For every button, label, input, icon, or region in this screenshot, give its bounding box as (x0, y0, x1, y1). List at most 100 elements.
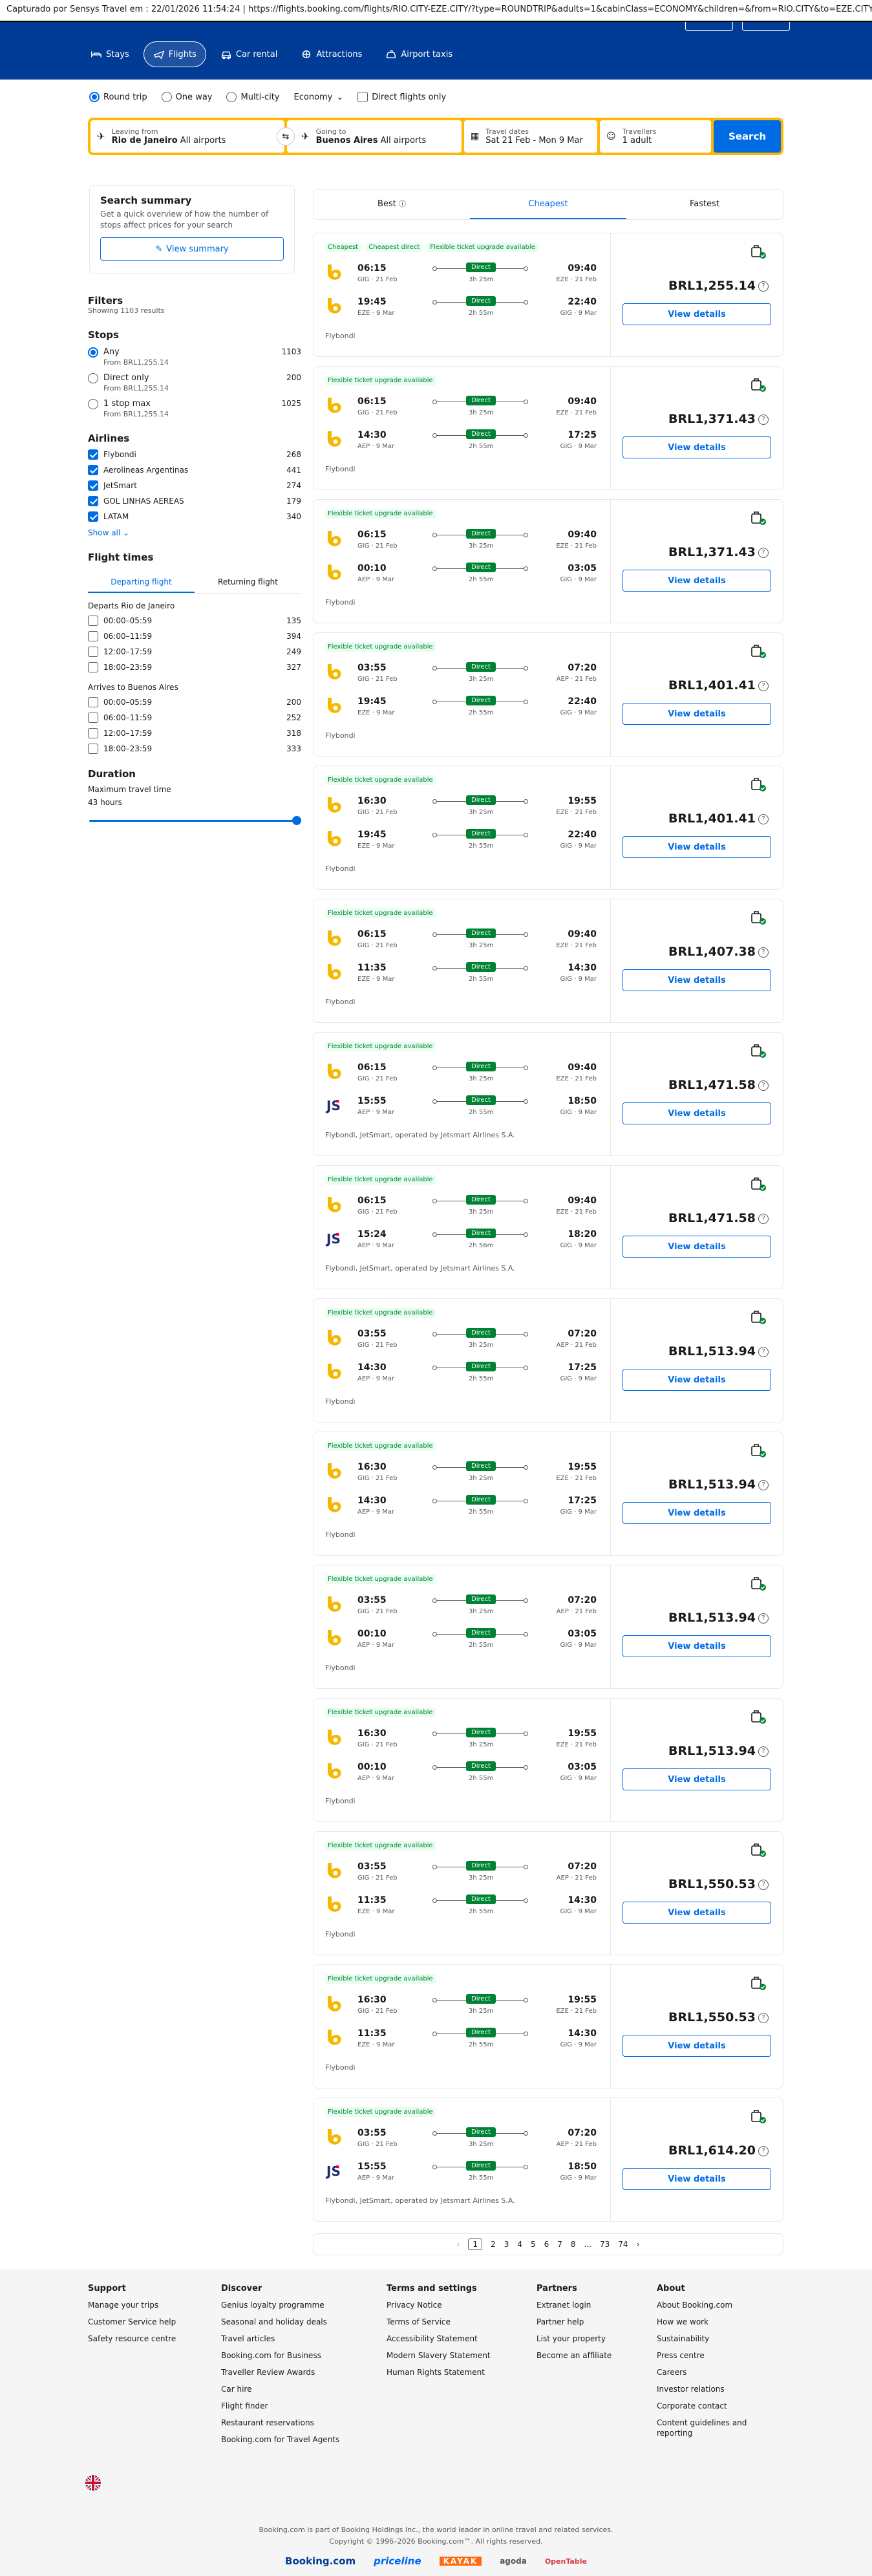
stop-option[interactable]: 1 stop max From BRL1,255.14 1025 (88, 399, 301, 418)
footer-link[interactable]: Genius loyalty programme (221, 2301, 324, 2310)
header-button[interactable] (685, 22, 733, 31)
page-number[interactable]: 7 (557, 2240, 562, 2249)
footer-link[interactable]: How we work (657, 2317, 709, 2326)
footer-link[interactable]: Car hire (221, 2385, 252, 2394)
flight-result-card[interactable]: Flexible ticket upgrade available 06:15 GI… (313, 899, 783, 1023)
time-slot-option[interactable]: 12:00–17:59 318 (88, 728, 301, 738)
footer-link[interactable]: About Booking.com (657, 2301, 733, 2310)
price-info-icon[interactable]: ? (758, 814, 769, 824)
time-slot-option[interactable]: 06:00–11:59 394 (88, 631, 301, 641)
footer-link[interactable]: Sustainability (657, 2334, 710, 2343)
flight-result-card[interactable]: Flexible ticket upgrade available 03:55 GI… (313, 1831, 783, 1955)
flight-result-card[interactable]: Flexible ticket upgrade available 06:15 GI… (313, 499, 783, 623)
footer-link[interactable]: Customer Service help (88, 2317, 176, 2326)
flight-result-card[interactable]: Flexible ticket upgrade available 16:30 GI… (313, 1964, 783, 2088)
footer-link[interactable]: Careers (657, 2368, 687, 2377)
uk-flag-icon[interactable] (85, 2475, 101, 2491)
footer-link[interactable]: Extranet login (537, 2301, 591, 2310)
flight-result-card[interactable]: Flexible ticket upgrade available 03:55 GI… (313, 2098, 783, 2222)
tab-best[interactable]: Best ⓘ (314, 189, 470, 219)
footer-link[interactable]: Content guidelines and reporting (657, 2418, 747, 2438)
footer-link[interactable]: Accessibility Statement (387, 2334, 478, 2343)
flight-result-card[interactable]: Flexible ticket upgrade available 06:15 GI… (313, 1165, 783, 1289)
radio[interactable] (226, 92, 237, 102)
view-details-button[interactable]: View details (622, 1902, 771, 1924)
nav-airport-taxis[interactable]: Airport taxis (376, 41, 462, 67)
view-details-button[interactable]: View details (622, 703, 771, 725)
cabin-select[interactable]: Economy ⌄ (294, 92, 344, 102)
checkbox[interactable] (88, 449, 98, 460)
price-info-icon[interactable]: ? (758, 1080, 769, 1091)
view-details-button[interactable]: View details (622, 1635, 771, 1657)
footer-link[interactable]: Seasonal and holiday deals (221, 2317, 327, 2326)
footer-link[interactable]: Human Rights Statement (387, 2368, 485, 2377)
flight-result-card[interactable]: Flexible ticket upgrade available 16:30 GI… (313, 766, 783, 890)
show-all-link[interactable]: Show all ⌄ (88, 528, 301, 537)
footer-link[interactable]: List your property (537, 2334, 606, 2343)
airline-option[interactable]: Aerolineas Argentinas 441 (88, 465, 301, 475)
price-info-icon[interactable]: ? (758, 681, 769, 691)
flight-result-card[interactable]: Flexible ticket upgrade available 06:15 GI… (313, 1032, 783, 1156)
radio[interactable] (161, 92, 172, 102)
view-details-button[interactable]: View details (622, 2168, 771, 2190)
airline-option[interactable]: Flybondi 268 (88, 449, 301, 460)
view-details-button[interactable]: View details (622, 1236, 771, 1258)
option-round-trip[interactable]: Round trip (89, 92, 147, 102)
duration-slider[interactable] (88, 816, 301, 825)
tab-departing-flight[interactable]: Departing flight (88, 572, 195, 593)
price-info-icon[interactable]: ? (758, 2146, 769, 2156)
page-number[interactable]: 3 (504, 2240, 509, 2249)
checkbox[interactable] (88, 697, 98, 707)
checkbox[interactable] (88, 616, 98, 626)
nav-car-rental[interactable]: Car rental (211, 41, 287, 67)
price-info-icon[interactable]: ? (758, 1613, 769, 1624)
footer-link[interactable]: Investor relations (657, 2385, 725, 2394)
footer-link[interactable]: Corporate contact (657, 2401, 727, 2410)
checkbox[interactable] (88, 713, 98, 723)
checkbox[interactable] (88, 465, 98, 475)
page-number[interactable]: 2 (491, 2240, 496, 2249)
price-info-icon[interactable]: ? (758, 1880, 769, 1890)
footer-link[interactable]: Partner help (537, 2317, 584, 2326)
radio[interactable] (88, 399, 98, 409)
footer-link[interactable]: Booking.com for Travel Agents (221, 2435, 340, 2444)
nav-flights[interactable]: Flights (143, 41, 206, 67)
tab-returning-flight[interactable]: Returning flight (217, 577, 278, 586)
view-summary-button[interactable]: ✎ View summary (100, 237, 284, 261)
direct-only-toggle[interactable]: Direct flights only (357, 92, 446, 102)
view-details-button[interactable]: View details (622, 1768, 771, 1790)
to-field[interactable]: ✈ Going to Buenos Aires All airports (287, 120, 462, 153)
flight-result-card[interactable]: Flexible ticket upgrade available 16:30 GI… (313, 1698, 783, 1822)
checkbox[interactable] (88, 744, 98, 754)
checkbox[interactable] (88, 631, 98, 641)
radio[interactable] (88, 347, 98, 358)
checkbox[interactable] (88, 496, 98, 506)
tab-fastest[interactable]: Fastest (690, 199, 719, 209)
view-details-button[interactable]: View details (622, 436, 771, 458)
price-info-icon[interactable]: ? (758, 281, 769, 292)
radio[interactable] (88, 373, 98, 383)
footer-link[interactable]: Terms of Service (387, 2317, 451, 2326)
airline-option[interactable]: GOL LINHAS AEREAS 179 (88, 496, 301, 506)
time-slot-option[interactable]: 00:00–05:59 200 (88, 697, 301, 707)
from-field[interactable]: ✈ Leaving from Rio de Janeiro All airport… (90, 120, 295, 153)
airline-option[interactable]: JetSmart 274 (88, 480, 301, 491)
page-number[interactable]: 4 (517, 2240, 522, 2249)
time-slot-option[interactable]: 18:00–23:59 327 (88, 662, 301, 672)
flight-result-card[interactable]: Flexible ticket upgrade available 06:15 GI… (313, 366, 783, 490)
footer-link[interactable]: Safety resource centre (88, 2334, 176, 2343)
price-info-icon[interactable]: ? (758, 2013, 769, 2023)
option-one-way[interactable]: One way (161, 92, 212, 102)
checkbox[interactable] (88, 480, 98, 491)
airline-option[interactable]: LATAM 340 (88, 511, 301, 522)
view-details-button[interactable]: View details (622, 1369, 771, 1391)
time-slot-option[interactable]: 00:00–05:59 135 (88, 616, 301, 626)
flight-result-card[interactable]: Cheapest Cheapest direct Flexible ticket u… (313, 233, 783, 357)
view-details-button[interactable]: View details (622, 1102, 771, 1124)
slider-handle[interactable] (292, 816, 301, 825)
nav-stays[interactable]: Stays (81, 41, 138, 67)
footer-link[interactable]: Press centre (657, 2351, 705, 2360)
flight-result-card[interactable]: Flexible ticket upgrade available 03:55 GI… (313, 1565, 783, 1689)
price-info-icon[interactable]: ? (758, 1480, 769, 1490)
footer-link[interactable]: Become an affiliate (537, 2351, 612, 2360)
